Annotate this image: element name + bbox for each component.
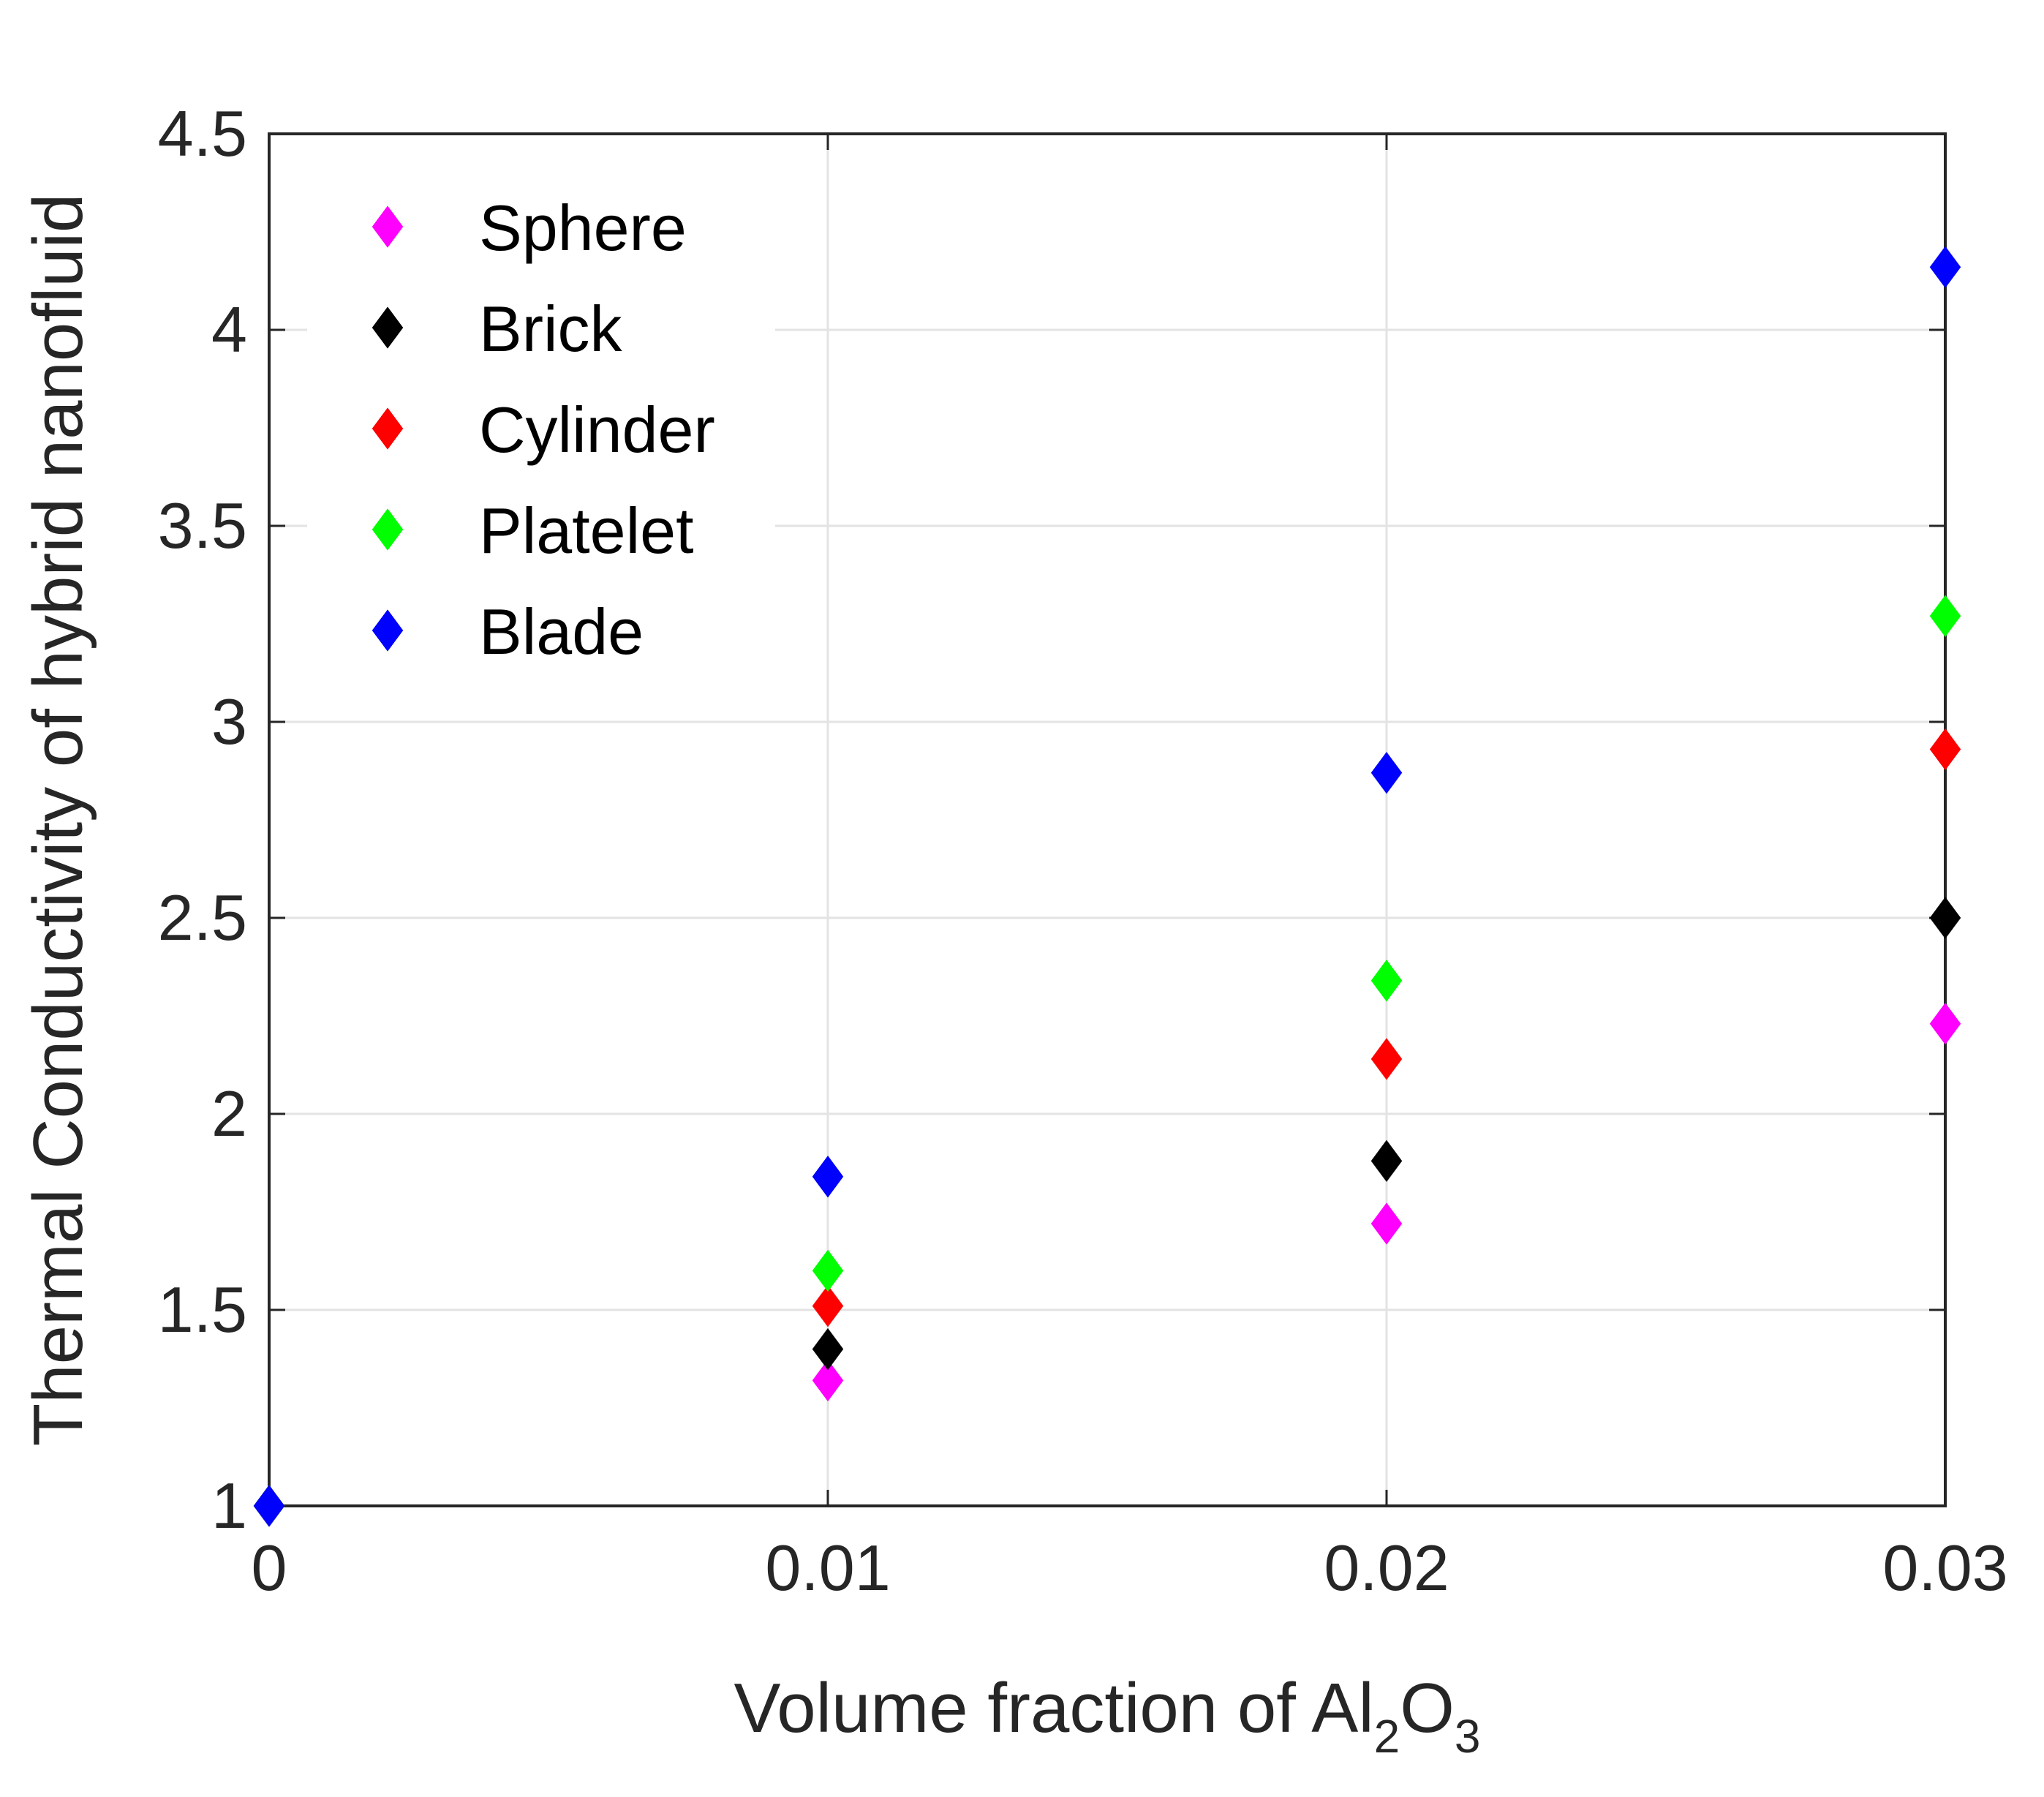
y-tick-label: 4: [211, 293, 247, 366]
data-point: [812, 1156, 844, 1198]
data-point: [1370, 1202, 1403, 1245]
plot-frame: [268, 132, 1947, 1507]
ticks: 0 0.01 0.02 0.03 1 1.5 2 2.5 3 3.5 4 4.5: [158, 97, 2008, 1604]
legend-item-platelet: Platelet: [372, 494, 694, 567]
data-point: [1929, 897, 1961, 939]
y-tick-label: 1: [211, 1469, 247, 1542]
data-point: [1929, 1003, 1961, 1045]
x-axis-title: Volume fraction of Al2O3: [733, 1669, 1480, 1763]
legend-label: Sphere: [479, 192, 687, 264]
y-tick-label: 1.5: [158, 1273, 247, 1346]
y-tick-label: 2: [211, 1077, 247, 1150]
legend-item-sphere: Sphere: [372, 192, 687, 264]
data-point: [1929, 728, 1961, 771]
data-markers: [253, 246, 1961, 1527]
legend-marker: [372, 206, 404, 248]
y-axis-title: Thermal Conductivity of hybrid nanofluid: [19, 194, 97, 1447]
data-point: [812, 1249, 844, 1292]
legend-label: Cylinder: [479, 393, 715, 466]
x-axis-title-sub1: 2: [1374, 1710, 1400, 1763]
data-point: [1370, 1139, 1403, 1182]
legend: Sphere Brick Cylinder Platelet Blade: [307, 165, 775, 677]
legend-marker: [372, 306, 404, 349]
data-point: [1370, 1038, 1403, 1080]
data-point: [1929, 246, 1961, 288]
legend-label: Blade: [479, 595, 644, 668]
legend-item-brick: Brick: [372, 293, 623, 365]
legend-label: Brick: [479, 293, 623, 365]
legend-item-blade: Blade: [372, 595, 644, 668]
x-tick-label: 0: [252, 1532, 287, 1604]
y-tick-label: 2.5: [158, 881, 247, 954]
y-tick-label: 3.5: [158, 489, 247, 562]
series-blade: [253, 246, 1961, 1527]
x-tick-label: 0.03: [1882, 1532, 2007, 1604]
legend-marker: [372, 508, 404, 551]
x-axis-title-sub2: 3: [1455, 1710, 1481, 1763]
legend-marker: [372, 407, 404, 450]
data-point: [1370, 752, 1403, 794]
y-tick-label: 4.5: [158, 97, 247, 170]
x-tick-label: 0.02: [1324, 1532, 1449, 1604]
legend-item-cylinder: Cylinder: [372, 393, 715, 466]
x-axis-title-mid: O: [1400, 1669, 1455, 1747]
data-point: [812, 1359, 844, 1402]
data-point: [812, 1327, 844, 1371]
data-point: [253, 1485, 285, 1527]
data-point: [1370, 960, 1403, 1002]
x-tick-label: 0.01: [765, 1532, 890, 1604]
legend-marker: [372, 609, 404, 652]
data-point: [812, 1284, 844, 1327]
y-tick-label: 3: [211, 685, 247, 758]
legend-label: Platelet: [479, 494, 694, 567]
data-point: [1929, 595, 1961, 637]
x-axis-title-main: Volume fraction of Al: [733, 1669, 1373, 1747]
